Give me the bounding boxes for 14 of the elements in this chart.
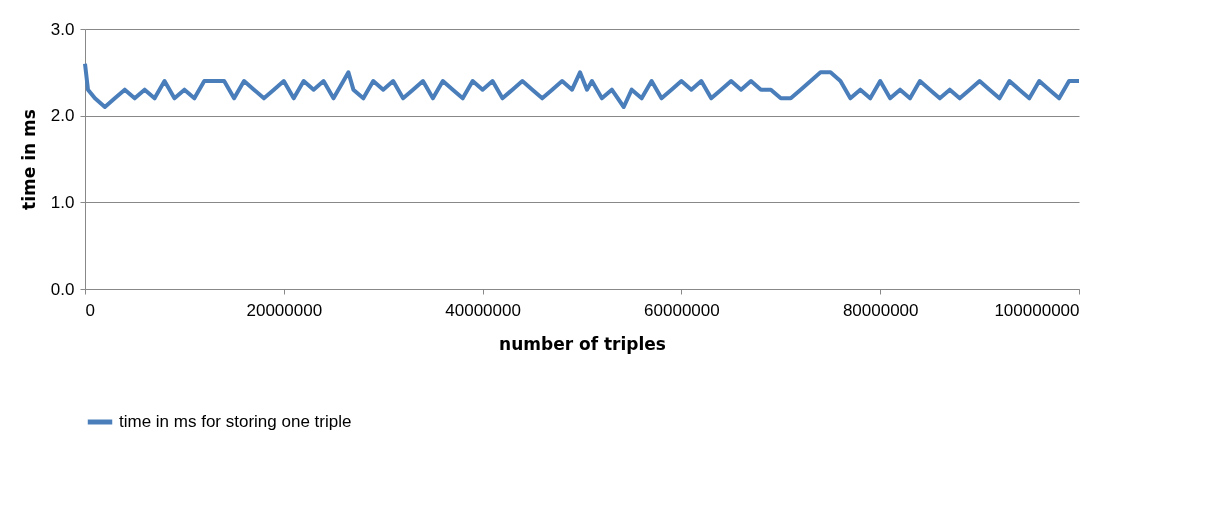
y-tick-label: 1.0 [50, 192, 75, 212]
y-tick-label: 0.0 [50, 279, 75, 299]
x-tick-label: 0 [85, 300, 95, 320]
y-axis-title: time in ms [18, 109, 39, 210]
y-tick-label: 2.0 [50, 106, 75, 126]
x-tick-label: 40000000 [445, 300, 521, 320]
x-tick-label: 60000000 [644, 300, 720, 320]
x-tick-label: 20000000 [246, 300, 323, 320]
y-tick-label: 3.0 [50, 19, 75, 39]
legend-label: time in ms for storing one triple [119, 412, 352, 431]
line-series [83, 61, 1081, 109]
x-axis-title: number of triples [499, 333, 666, 354]
x-tick-label: 100000000 [994, 300, 1080, 320]
x-tick-label: 80000000 [842, 300, 919, 320]
